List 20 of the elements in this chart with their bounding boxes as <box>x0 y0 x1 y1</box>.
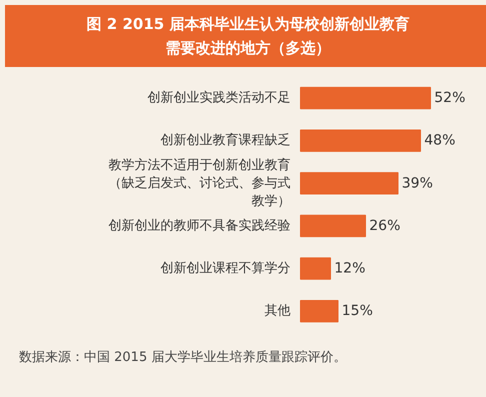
y-tick-label: 创新创业课程不算学分 <box>160 261 290 276</box>
data-label: 26% <box>369 218 400 234</box>
data-label: 52% <box>434 90 466 106</box>
bar <box>300 257 331 280</box>
bar <box>300 214 366 238</box>
data-label: 15% <box>342 303 373 320</box>
y-tick-label: 创新创业实践类活动不足 <box>148 90 290 106</box>
y-tick-label: 创新创业的教师不具备实践经验 <box>108 218 290 234</box>
y-tick-label: 创新创业教育课程缺乏 <box>160 132 290 148</box>
chart-title: 图 2 2015 届本科毕业生认为母校创新创业教育需要改进的地方（多选） <box>86 14 410 59</box>
bar <box>300 130 421 152</box>
bar <box>300 172 398 194</box>
source-note: 数据来源：中国 2015 届大学毕业生培养质量跟踪评价。 <box>19 349 346 367</box>
data-label: 39% <box>402 175 433 192</box>
data-label: 12% <box>334 260 366 277</box>
bar <box>300 86 431 110</box>
y-tick-label: 教学方法不适用于创新创业教育（缺乏启发式、讨论式、参与式教学） <box>108 156 290 209</box>
y-tick-label: 其他 <box>264 304 290 319</box>
bar <box>300 300 338 322</box>
data-label: 48% <box>424 132 456 149</box>
